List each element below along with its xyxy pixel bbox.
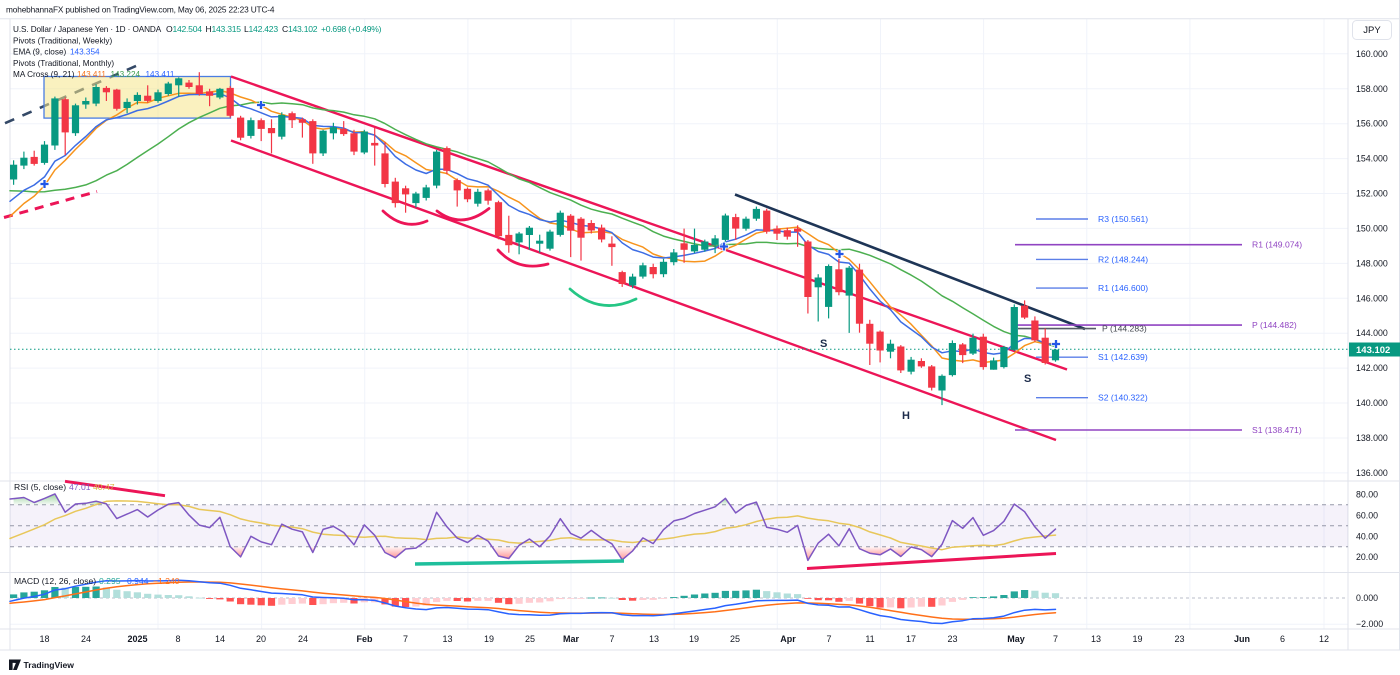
svg-text:80.00: 80.00 (1356, 489, 1378, 499)
svg-text:25: 25 (525, 634, 535, 644)
svg-text:18: 18 (39, 634, 49, 644)
svg-text:R3 (150.561): R3 (150.561) (1098, 214, 1148, 224)
svg-text:143.411: 143.411 (77, 70, 106, 79)
svg-text:13: 13 (1091, 634, 1101, 644)
svg-text:0.000: 0.000 (1356, 593, 1378, 603)
svg-text:11: 11 (865, 634, 874, 644)
svg-text:47.01: 47.01 (69, 482, 91, 492)
svg-text:154.000: 154.000 (1356, 154, 1388, 164)
svg-text:146.000: 146.000 (1356, 293, 1388, 303)
svg-text:138.000: 138.000 (1356, 433, 1388, 443)
svg-text:17: 17 (906, 634, 916, 644)
svg-text:C143.102: C143.102 (282, 24, 318, 34)
svg-text:7: 7 (609, 634, 614, 644)
svg-text:Mar: Mar (563, 634, 580, 644)
svg-text:−1.240: −1.240 (153, 576, 180, 586)
svg-text:60.00: 60.00 (1356, 510, 1378, 520)
svg-text:H143.315: H143.315 (206, 24, 242, 34)
svg-text:S1 (142.639): S1 (142.639) (1098, 352, 1148, 362)
svg-text:−2.000: −2.000 (1356, 619, 1383, 629)
svg-text:R1 (149.074): R1 (149.074) (1252, 240, 1302, 250)
svg-text:20.00: 20.00 (1356, 552, 1378, 562)
svg-text:S: S (1024, 373, 1031, 385)
svg-text:Jun: Jun (1234, 634, 1250, 644)
svg-text:12: 12 (1319, 634, 1329, 644)
svg-text:6: 6 (1280, 634, 1285, 644)
svg-text:7: 7 (826, 634, 831, 644)
svg-text:TradingView: TradingView (24, 660, 75, 670)
svg-text:158.000: 158.000 (1356, 84, 1388, 94)
svg-text:EMA (9, close): EMA (9, close) (13, 48, 67, 57)
svg-text:156.000: 156.000 (1356, 119, 1388, 129)
svg-text:14: 14 (215, 634, 225, 644)
svg-text:Feb: Feb (356, 634, 373, 644)
svg-text:13: 13 (649, 634, 659, 644)
svg-text:MA Cross (9, 21): MA Cross (9, 21) (13, 70, 75, 79)
svg-text:7: 7 (1053, 634, 1058, 644)
svg-text:13: 13 (442, 634, 452, 644)
svg-text:40.47: 40.47 (93, 482, 115, 492)
svg-text:140.000: 140.000 (1356, 398, 1388, 408)
svg-text:S: S (820, 338, 827, 350)
svg-text:143.224: 143.224 (111, 70, 141, 79)
svg-text:H: H (902, 410, 910, 422)
svg-text:+0.698 (+0.49%): +0.698 (+0.49%) (321, 24, 382, 34)
svg-text:19: 19 (484, 634, 494, 644)
svg-text:S1 (138.471): S1 (138.471) (1252, 425, 1302, 435)
svg-text:24: 24 (81, 634, 91, 644)
svg-text:−0.944: −0.944 (122, 576, 149, 586)
svg-text:23: 23 (947, 634, 957, 644)
svg-text:mohebhannaFX published on Trad: mohebhannaFX published on TradingView.co… (6, 5, 275, 15)
svg-text:0.295: 0.295 (99, 576, 121, 586)
svg-text:150.000: 150.000 (1356, 223, 1388, 233)
svg-text:R1 (146.600): R1 (146.600) (1098, 283, 1148, 293)
svg-text:JPY: JPY (1363, 25, 1381, 36)
svg-text:143.102: 143.102 (1356, 345, 1390, 356)
svg-text:7: 7 (403, 634, 408, 644)
svg-text:May: May (1007, 634, 1025, 644)
svg-text:Pivots (Traditional, Weekly): Pivots (Traditional, Weekly) (13, 36, 112, 45)
svg-text:MACD (12, 26, close): MACD (12, 26, close) (14, 576, 96, 586)
svg-text:2025: 2025 (127, 634, 147, 644)
svg-text:160.000: 160.000 (1356, 49, 1388, 59)
svg-text:U.S. Dollar / Japanese Yen · 1: U.S. Dollar / Japanese Yen · 1D · OANDA (13, 25, 162, 34)
svg-text:142.000: 142.000 (1356, 363, 1388, 373)
svg-text:19: 19 (689, 634, 699, 644)
svg-text:8: 8 (175, 634, 180, 644)
svg-text:144.000: 144.000 (1356, 328, 1388, 338)
svg-text:Apr: Apr (780, 634, 796, 644)
svg-text:RSI (5, close): RSI (5, close) (14, 482, 66, 492)
svg-text:143.411: 143.411 (146, 70, 175, 79)
svg-text:R2 (148.244): R2 (148.244) (1098, 254, 1148, 264)
svg-text:P (144.482): P (144.482) (1252, 320, 1297, 330)
svg-text:P (144.283): P (144.283) (1102, 324, 1147, 334)
svg-text:40.00: 40.00 (1356, 531, 1378, 541)
svg-text:143.354: 143.354 (70, 48, 100, 57)
svg-text:152.000: 152.000 (1356, 189, 1388, 199)
svg-text:Pivots (Traditional, Monthly): Pivots (Traditional, Monthly) (13, 59, 114, 68)
svg-text:20: 20 (256, 634, 266, 644)
svg-text:25: 25 (730, 634, 740, 644)
svg-text:136.000: 136.000 (1356, 468, 1388, 478)
svg-text:148.000: 148.000 (1356, 258, 1388, 268)
svg-text:O142.504: O142.504 (166, 24, 202, 34)
svg-text:24: 24 (298, 634, 308, 644)
svg-text:19: 19 (1132, 634, 1142, 644)
svg-text:S2 (140.322): S2 (140.322) (1098, 393, 1148, 403)
svg-text:23: 23 (1174, 634, 1184, 644)
svg-text:L142.423: L142.423 (244, 24, 278, 34)
